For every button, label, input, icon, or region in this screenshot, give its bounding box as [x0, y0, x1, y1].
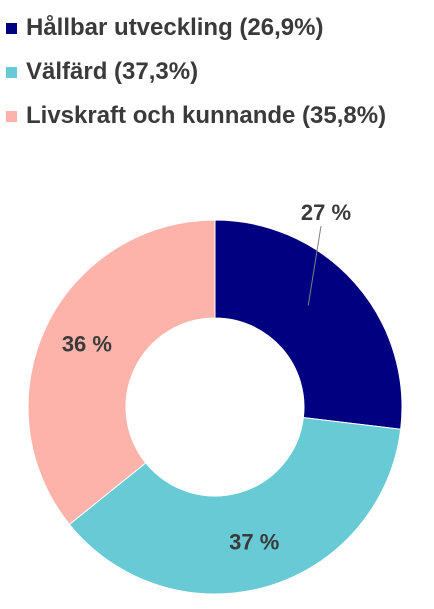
legend-swatch-livskraft-och-kunnande [6, 110, 17, 122]
data-label-valfard: 37 % [229, 529, 279, 554]
legend-item-livskraft-och-kunnande: Livskraft och kunnande (35,8%) [6, 94, 386, 138]
data-label-hallbar-utveckling: 27 % [301, 200, 351, 225]
donut-slice-valfard [68, 417, 402, 595]
donut-slice-hallbar-utveckling [214, 219, 403, 430]
leader-line-hallbar-utveckling [307, 225, 322, 306]
legend-label-valfard: Välfärd (37,3%) [26, 58, 199, 85]
legend-label-livskraft-och-kunnande: Livskraft och kunnande (35,8%) [26, 102, 387, 129]
legend-item-hallbar-utveckling: Hållbar utveckling (26,9%) [6, 6, 386, 50]
legend-label-hallbar-utveckling: Hållbar utveckling (26,9%) [26, 14, 324, 41]
legend-swatch-valfard [6, 66, 17, 78]
legend-item-valfard: Välfärd (37,3%) [6, 50, 386, 94]
legend-swatch-hallbar-utveckling [6, 22, 17, 34]
chart-legend: Hållbar utveckling (26,9%) Välfärd (37,3… [6, 6, 386, 138]
data-label-livskraft-och-kunnande: 36 % [62, 332, 112, 357]
donut-slice-livskraft-och-kunnande [27, 219, 216, 526]
